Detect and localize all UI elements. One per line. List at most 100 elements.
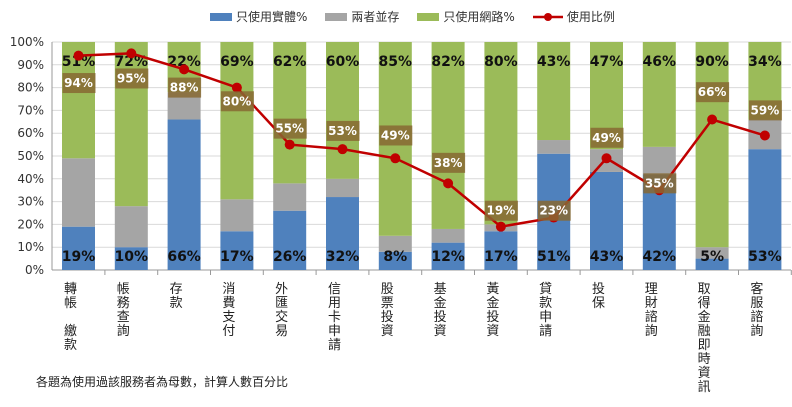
bar-segment: [431, 242, 465, 270]
category-label: 外匯交易: [275, 282, 289, 339]
bar-segment: [326, 42, 359, 179]
bar-segment: [642, 146, 676, 175]
bar-segment: [695, 42, 729, 248]
y-tick-label: 100%: [10, 35, 44, 49]
line-label-box: [537, 200, 571, 221]
line-point: [759, 130, 770, 141]
category-label: 黃金投資: [486, 282, 500, 339]
bar-label-physical: 51%: [537, 249, 571, 265]
line-label-box: [484, 200, 518, 221]
line-label: 53%: [328, 124, 357, 138]
legend-line-marker: [532, 12, 563, 21]
line-label-box: [432, 152, 466, 173]
bar-segment: [62, 42, 95, 159]
legend-label: 只使用網路%: [443, 10, 515, 24]
category-label: 投保: [591, 282, 605, 311]
line-label-box: [643, 173, 677, 194]
bar-segment: [220, 231, 254, 270]
bar-label-online: 82%: [431, 54, 465, 70]
bar-segment: [590, 171, 623, 270]
bar-label-physical: 66%: [167, 249, 201, 265]
bar-segment: [537, 42, 571, 141]
bar-label-physical: 12%: [431, 249, 465, 265]
line-point: [707, 114, 718, 125]
legend-swatch: [417, 12, 440, 21]
legend-label: 兩者並存: [351, 10, 400, 24]
line-label: 80%: [223, 94, 252, 108]
y-tick-label: 90%: [17, 58, 44, 72]
line-point: [284, 139, 295, 150]
y-tick-label: 60%: [17, 126, 44, 140]
category-label: 基金投資: [433, 282, 447, 339]
footnote: 各題為使用過該服務者為母數，計算人數百分比: [36, 375, 289, 389]
category-label: 信用卡申請: [327, 282, 341, 353]
bar-label-physical: 42%: [643, 249, 677, 265]
bar-label-physical: 26%: [273, 249, 307, 265]
bar-label-physical: 32%: [326, 249, 360, 265]
y-tick-label: 80%: [17, 81, 44, 95]
line-point: [179, 64, 190, 75]
bar-label-physical: 17%: [484, 249, 518, 265]
bar-label-online: 43%: [537, 54, 571, 70]
bar-label-physical: 5%: [700, 249, 724, 265]
bar-label-online: 46%: [643, 54, 677, 70]
category-label: 貸款申請: [539, 282, 553, 339]
bar-segment: [537, 140, 571, 154]
legend-item-online: 只使用網路%: [417, 8, 515, 25]
line-label-box: [696, 82, 730, 103]
line-label-box: [326, 120, 360, 141]
bar-label-online: 62%: [273, 54, 307, 70]
line-label: 95%: [117, 71, 146, 85]
y-tick-label: 30%: [17, 195, 44, 209]
bar-segment: [273, 42, 307, 184]
line-label: 88%: [170, 81, 199, 95]
bar-segment: [273, 183, 307, 211]
bar-label-online: 85%: [379, 54, 413, 70]
bar-segment: [431, 228, 465, 243]
bar-segment: [62, 158, 95, 227]
line-label-box: [220, 91, 254, 112]
line-label: 94%: [64, 76, 93, 90]
bar-label-online: 80%: [484, 54, 518, 70]
y-tick-label: 70%: [17, 103, 44, 117]
bar-segment: [220, 199, 254, 232]
bar-segment: [695, 247, 729, 259]
bar-label-physical: 8%: [383, 249, 407, 265]
bar-label-online: 34%: [748, 54, 782, 70]
legend-swatch: [210, 12, 232, 21]
line-label: 49%: [592, 131, 621, 145]
y-tick-label: 40%: [17, 172, 44, 186]
line-point: [601, 153, 612, 164]
y-tick-label: 10%: [17, 240, 44, 254]
bar-label-online: 69%: [220, 54, 254, 70]
line-label-box: [115, 68, 149, 89]
bar-segment: [114, 206, 148, 248]
bar-label-online: 51%: [62, 54, 96, 70]
line-point: [73, 50, 84, 61]
bar-label-online: 72%: [115, 54, 149, 70]
bar-segment: [484, 231, 518, 270]
legend-label: 使用比例: [566, 10, 615, 24]
line-label: 38%: [434, 156, 463, 170]
bar-segment: [62, 226, 95, 270]
y-tick-label: 50%: [17, 149, 44, 163]
line-label-box: [748, 100, 782, 121]
line-point: [231, 82, 242, 93]
category-label: 消費支付: [222, 282, 236, 339]
bar-label-online: 60%: [326, 54, 360, 70]
category-label: 存款: [169, 282, 183, 311]
line-point: [495, 221, 506, 232]
line-label: 59%: [751, 103, 780, 117]
legend-label: 只使用實體%: [236, 10, 308, 24]
bar-segment: [484, 42, 518, 225]
line-label: 19%: [487, 204, 516, 218]
bar-segment: [378, 251, 412, 270]
legend-swatch: [325, 12, 348, 21]
bar-label-physical: 43%: [590, 249, 624, 265]
bar-segment: [326, 178, 359, 198]
category-label: 轉帳 繳款: [63, 282, 77, 353]
bar-segment: [220, 42, 254, 200]
bar-segment: [431, 42, 465, 229]
